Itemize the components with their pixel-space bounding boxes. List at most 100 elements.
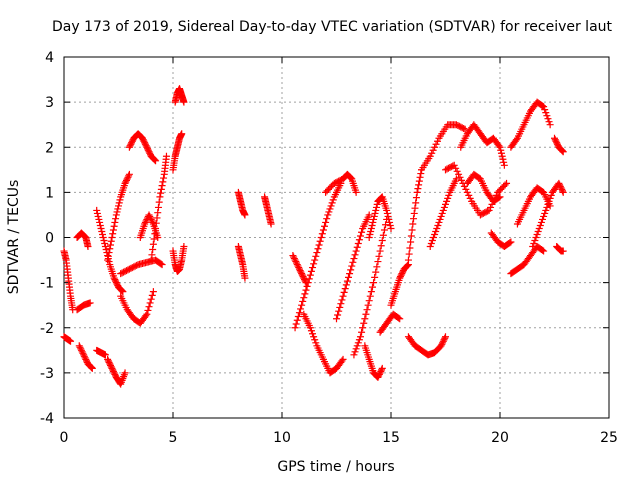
- plus-marker: [496, 143, 504, 151]
- plus-marker: [456, 173, 464, 181]
- plus-marker: [555, 179, 563, 187]
- plus-marker: [104, 256, 112, 264]
- plus-marker: [300, 274, 308, 282]
- plus-marker: [79, 349, 87, 357]
- series-arc-aq: [551, 134, 567, 156]
- series-arc-ac: [376, 310, 404, 336]
- plus-marker: [110, 369, 118, 377]
- plus-marker: [497, 149, 505, 157]
- plus-marker: [433, 224, 441, 232]
- plus-marker: [396, 274, 404, 282]
- plus-marker: [355, 236, 363, 244]
- plus-marker: [88, 364, 96, 372]
- plus-marker: [310, 260, 318, 268]
- plus-marker: [436, 215, 444, 223]
- plus-marker: [396, 315, 404, 323]
- plus-marker: [110, 274, 118, 282]
- plus-marker: [153, 214, 161, 222]
- plus-marker: [339, 355, 347, 363]
- plus-marker: [415, 177, 423, 185]
- plus-marker: [434, 137, 442, 145]
- plus-marker: [107, 363, 115, 371]
- series-arc-ad: [387, 261, 412, 309]
- plus-marker: [375, 372, 383, 380]
- plus-marker: [148, 251, 156, 259]
- plus-marker: [350, 255, 358, 263]
- plus-marker: [141, 140, 149, 148]
- plus-marker: [503, 179, 511, 187]
- plus-marker: [99, 234, 107, 241]
- plus-marker: [141, 220, 149, 228]
- plus-marker: [346, 270, 354, 278]
- plus-marker: [371, 273, 379, 281]
- x-tick-label: 20: [491, 430, 509, 446]
- plus-marker: [316, 237, 324, 245]
- plus-marker: [298, 270, 306, 278]
- plus-marker: [127, 140, 135, 148]
- plus-marker: [366, 230, 374, 238]
- plus-marker: [430, 234, 438, 241]
- plus-marker: [158, 261, 166, 269]
- plus-marker: [315, 241, 323, 249]
- plus-marker: [157, 185, 165, 193]
- plus-marker: [439, 339, 447, 347]
- plus-marker: [384, 212, 392, 220]
- plus-marker: [104, 252, 112, 260]
- plus-marker: [431, 230, 439, 238]
- plus-marker: [324, 211, 332, 219]
- series-arc-m: [147, 152, 170, 264]
- plus-marker: [553, 140, 561, 148]
- plus-marker: [399, 268, 407, 276]
- plus-marker: [551, 134, 558, 142]
- plus-marker: [406, 244, 414, 252]
- plus-marker: [117, 286, 125, 294]
- plus-marker: [378, 364, 386, 372]
- plus-marker: [411, 204, 419, 212]
- plus-marker: [157, 189, 165, 197]
- plus-marker: [507, 238, 515, 246]
- plus-marker: [466, 194, 474, 202]
- plus-marker: [107, 241, 115, 249]
- plus-marker: [530, 240, 538, 248]
- plus-marker: [442, 200, 449, 208]
- plus-marker: [443, 197, 451, 205]
- plus-marker: [77, 345, 85, 353]
- plus-marker: [312, 252, 320, 260]
- plus-marker: [352, 247, 360, 255]
- plus-marker: [370, 212, 378, 220]
- plus-marker: [295, 309, 303, 317]
- plus-marker: [123, 175, 131, 183]
- plus-marker: [154, 203, 162, 211]
- plus-marker: [557, 184, 565, 192]
- plus-marker: [373, 200, 381, 208]
- plus-marker: [367, 224, 375, 232]
- plus-marker: [495, 142, 503, 150]
- plus-marker: [341, 285, 349, 293]
- plus-marker: [325, 208, 333, 216]
- series-arc-p: [169, 130, 186, 174]
- plus-marker: [558, 146, 566, 154]
- plus-marker: [75, 342, 83, 350]
- plus-marker: [128, 137, 136, 145]
- plus-marker: [337, 300, 345, 308]
- plus-marker: [104, 357, 112, 365]
- plus-marker: [338, 296, 346, 304]
- x-tick-label: 5: [169, 430, 178, 446]
- plus-marker: [336, 303, 344, 311]
- series-arc-n: [136, 211, 162, 241]
- plus-marker: [108, 364, 116, 372]
- plus-marker: [377, 367, 385, 375]
- plus-marker: [108, 234, 116, 241]
- plus-marker: [442, 333, 449, 341]
- plus-marker: [370, 215, 378, 223]
- plus-marker: [351, 251, 359, 259]
- plus-marker: [96, 218, 104, 226]
- plus-marker: [322, 218, 330, 226]
- plus-marker: [434, 221, 442, 229]
- plus-marker: [147, 215, 155, 223]
- plus-marker: [145, 211, 153, 219]
- y-tick-label: 2: [45, 140, 54, 156]
- plus-marker: [105, 249, 113, 257]
- plus-marker: [329, 196, 337, 204]
